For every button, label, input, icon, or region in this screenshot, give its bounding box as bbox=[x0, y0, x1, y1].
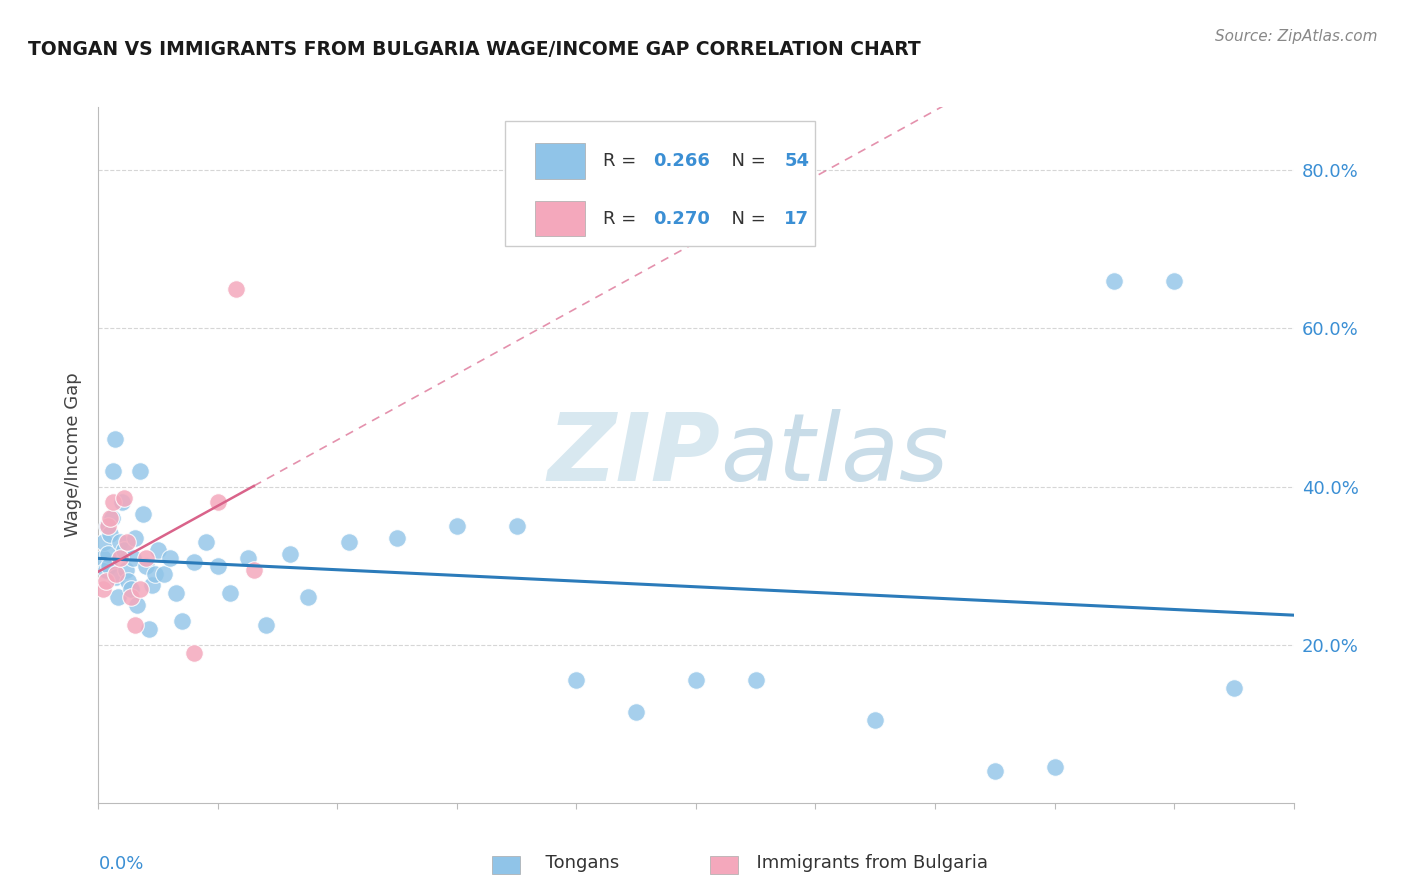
Point bbox=[124, 618, 146, 632]
Point bbox=[115, 534, 138, 549]
Point bbox=[219, 586, 242, 600]
Text: Tongans: Tongans bbox=[534, 855, 620, 872]
Point bbox=[183, 555, 205, 569]
Point bbox=[385, 531, 409, 545]
Text: ZIP: ZIP bbox=[547, 409, 720, 501]
Point bbox=[685, 673, 707, 688]
Point bbox=[138, 622, 160, 636]
Point bbox=[98, 511, 122, 525]
Point bbox=[165, 586, 187, 600]
Text: 0.266: 0.266 bbox=[652, 152, 710, 170]
Point bbox=[148, 542, 170, 557]
Point bbox=[1223, 681, 1246, 695]
Point bbox=[141, 578, 163, 592]
Point bbox=[100, 511, 122, 525]
Text: Immigrants from Bulgaria: Immigrants from Bulgaria bbox=[745, 855, 988, 872]
Text: R =: R = bbox=[603, 152, 641, 170]
Point bbox=[565, 673, 588, 688]
Point bbox=[745, 673, 768, 688]
Point bbox=[865, 713, 887, 727]
Point bbox=[91, 582, 114, 597]
Point bbox=[172, 614, 194, 628]
Point bbox=[254, 618, 277, 632]
Point bbox=[183, 646, 205, 660]
Point bbox=[153, 566, 176, 581]
Point bbox=[108, 534, 131, 549]
Y-axis label: Wage/Income Gap: Wage/Income Gap bbox=[65, 373, 83, 537]
Point bbox=[1163, 274, 1185, 288]
Point bbox=[159, 550, 181, 565]
Point bbox=[91, 550, 114, 565]
Point bbox=[111, 495, 134, 509]
Point bbox=[94, 574, 117, 589]
Text: N =: N = bbox=[720, 210, 772, 227]
Point bbox=[236, 550, 259, 565]
Point bbox=[129, 582, 152, 597]
Text: N =: N = bbox=[720, 152, 772, 170]
Point bbox=[207, 558, 229, 573]
Point bbox=[506, 519, 529, 533]
Point bbox=[103, 495, 125, 509]
Point bbox=[1104, 274, 1126, 288]
Point bbox=[143, 566, 166, 581]
Point bbox=[984, 764, 1007, 779]
Point bbox=[122, 550, 145, 565]
Point bbox=[105, 570, 128, 584]
Text: atlas: atlas bbox=[720, 409, 948, 500]
Text: 17: 17 bbox=[785, 210, 810, 227]
Point bbox=[117, 574, 139, 589]
Point bbox=[104, 432, 127, 446]
Point bbox=[132, 507, 155, 521]
Point bbox=[278, 547, 301, 561]
Point bbox=[124, 531, 146, 545]
Point bbox=[129, 464, 152, 478]
Point bbox=[115, 563, 138, 577]
Text: 0.0%: 0.0% bbox=[98, 855, 143, 873]
Point bbox=[225, 282, 247, 296]
Point bbox=[135, 558, 157, 573]
Point bbox=[195, 534, 218, 549]
FancyBboxPatch shape bbox=[505, 121, 815, 246]
Point bbox=[103, 464, 125, 478]
Point bbox=[120, 582, 142, 597]
Point bbox=[105, 566, 128, 581]
Point bbox=[97, 519, 120, 533]
Point bbox=[98, 558, 121, 573]
Point bbox=[108, 550, 131, 565]
Point bbox=[97, 547, 120, 561]
Point bbox=[96, 519, 118, 533]
Text: R =: R = bbox=[603, 210, 641, 227]
FancyBboxPatch shape bbox=[534, 201, 585, 236]
Point bbox=[1043, 760, 1066, 774]
Point bbox=[297, 591, 319, 605]
Point bbox=[127, 598, 149, 612]
Text: 54: 54 bbox=[785, 152, 810, 170]
Point bbox=[94, 563, 117, 577]
Point bbox=[207, 495, 229, 509]
Point bbox=[626, 705, 648, 719]
Point bbox=[120, 591, 142, 605]
Point bbox=[135, 550, 157, 565]
Point bbox=[243, 563, 266, 577]
Point bbox=[339, 534, 361, 549]
Point bbox=[112, 542, 135, 557]
Point bbox=[93, 534, 115, 549]
Point bbox=[446, 519, 468, 533]
FancyBboxPatch shape bbox=[534, 144, 585, 178]
Text: Source: ZipAtlas.com: Source: ZipAtlas.com bbox=[1215, 29, 1378, 45]
Text: 0.270: 0.270 bbox=[652, 210, 710, 227]
Point bbox=[107, 591, 129, 605]
Text: TONGAN VS IMMIGRANTS FROM BULGARIA WAGE/INCOME GAP CORRELATION CHART: TONGAN VS IMMIGRANTS FROM BULGARIA WAGE/… bbox=[28, 40, 921, 59]
Point bbox=[98, 527, 122, 541]
Point bbox=[112, 491, 135, 506]
